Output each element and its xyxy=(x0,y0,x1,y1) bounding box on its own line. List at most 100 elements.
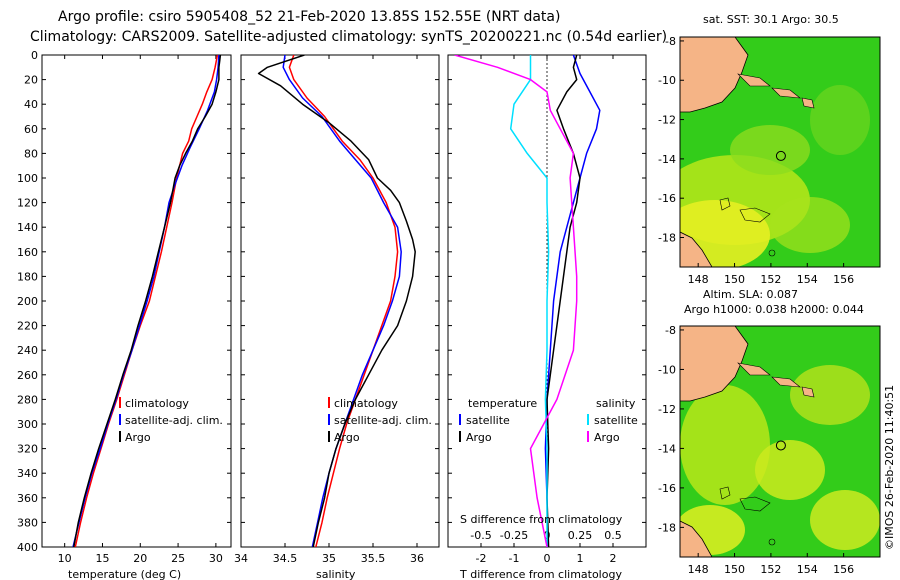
depth-tick-label: 100 xyxy=(17,172,38,185)
reef-outline xyxy=(768,538,776,546)
depth-tick-label: 220 xyxy=(17,320,38,333)
lat-tick-label: -10 xyxy=(658,363,676,376)
sst-lat-ticks: -8 -10 -12 -14 -16 -18 xyxy=(658,35,684,245)
sst-map-frame xyxy=(679,36,881,268)
land-island xyxy=(801,97,815,109)
salinity-plot-frame xyxy=(240,54,440,548)
legend-salinity-heading: salinity xyxy=(596,397,636,410)
legend-label-temp-argo: Argo xyxy=(466,431,492,444)
sst-warm-patch xyxy=(680,200,770,267)
series-line-salinity-argo xyxy=(454,55,578,547)
difference-series xyxy=(454,55,601,547)
x-tick-label: 34 xyxy=(234,552,248,565)
depth-tick-label: 320 xyxy=(17,443,38,456)
lon-tick-label: 152 xyxy=(760,273,781,286)
lat-tick-label: -12 xyxy=(658,403,676,416)
argo-position-marker xyxy=(775,150,786,161)
salinity-legend: climatology satellite-adj. clim. Argo xyxy=(328,397,432,444)
lon-tick-label: 148 xyxy=(688,273,709,286)
legend-label-argo: Argo xyxy=(125,431,151,444)
sla-map-title-1: Altim. SLA: 0.087 xyxy=(703,288,798,301)
temperature-legend: climatology satellite-adj. clim. Argo xyxy=(119,397,223,444)
depth-tick-label: 280 xyxy=(17,393,38,406)
legend-label-sal-satellite: satellite xyxy=(594,414,638,427)
sst-map-title: sat. SST: 30.1 Argo: 30.5 xyxy=(703,13,839,26)
salinity-x-label: salinity xyxy=(316,568,356,580)
sst-map-panel: sat. SST: 30.1 Argo: 30.5 148 150 152 154 15… xyxy=(658,13,881,286)
land-island xyxy=(771,87,801,99)
x-tick-label: 34.5 xyxy=(273,552,298,565)
lat-tick-label: -18 xyxy=(658,521,676,534)
lon-tick-label: 152 xyxy=(760,563,781,576)
x-tick-label: 10 xyxy=(58,552,72,565)
lat-tick-label: -8 xyxy=(665,35,676,48)
lat-tick-label: -8 xyxy=(665,324,676,337)
depth-tick-label: 400 xyxy=(17,541,38,554)
land-papua xyxy=(680,326,749,402)
lon-tick-label: 156 xyxy=(833,273,854,286)
land-island xyxy=(801,386,815,398)
x-tick-label: 36 xyxy=(410,552,424,565)
sla-high-patch xyxy=(790,365,870,425)
series-line-climatology xyxy=(288,55,399,547)
sla-map-panel: Altim. SLA: 0.087 Argo h1000: 0.038 h200… xyxy=(658,288,881,576)
depth-tick-label: 200 xyxy=(17,295,38,308)
lon-tick-label: 156 xyxy=(833,563,854,576)
sst-warm-patch xyxy=(810,85,870,155)
salinity-panel: 34 34.5 35 35.5 36 salinity climatology sate… xyxy=(234,54,440,580)
depth-tick-label: 360 xyxy=(17,492,38,505)
s-tick-label: -0.25 xyxy=(500,529,528,542)
temperature-plot-frame xyxy=(41,54,232,548)
s-tick-label: 0.5 xyxy=(604,529,622,542)
legend-label-climatology: climatology xyxy=(334,397,398,410)
temperature-x-ticks: 10 15 20 25 30 xyxy=(58,55,223,565)
land-australia xyxy=(680,520,713,557)
depth-tick-label: 160 xyxy=(17,246,38,259)
difference-s-ticks: -0.5 -0.25 0 0.25 0.5 xyxy=(470,529,621,542)
legend-label-satellite-adj: satellite-adj. clim. xyxy=(334,414,432,427)
s-tick-label: -0.5 xyxy=(470,529,491,542)
lon-tick-label: 148 xyxy=(688,563,709,576)
land-australia xyxy=(680,231,713,267)
depth-tick-label: 240 xyxy=(17,344,38,357)
s-difference-label: S difference from climatology xyxy=(460,513,623,526)
legend-label-climatology: climatology xyxy=(125,397,189,410)
sla-map-frame xyxy=(679,325,881,558)
salinity-x-ticks: 34 34.5 35 35.5 36 xyxy=(234,55,424,565)
lon-tick-label: 150 xyxy=(724,563,745,576)
lon-tick-label: 154 xyxy=(797,273,818,286)
x-tick-label: 1 xyxy=(577,552,584,565)
depth-tick-label: 340 xyxy=(17,467,38,480)
series-line-argo xyxy=(73,55,222,547)
series-line-salinity-satellite xyxy=(509,55,550,547)
imos-timestamp: ©IMOS 26-Feb-2020 11:40:51 xyxy=(883,385,896,550)
header-line-2: Climatology: CARS2009. Satellite-adjuste… xyxy=(30,29,667,45)
sla-map-title-2: Argo h1000: 0.038 h2000: 0.044 xyxy=(684,303,864,316)
argo-position-marker xyxy=(775,440,786,451)
sla-lat-ticks: -8 -10 -12 -14 -16 -18 xyxy=(658,324,684,534)
depth-tick-label: 60 xyxy=(24,123,38,136)
depth-tick-label: 80 xyxy=(24,147,38,160)
lon-tick-label: 150 xyxy=(724,273,745,286)
sla-lon-ticks: 148 150 152 154 156 xyxy=(688,553,854,576)
lat-tick-label: -16 xyxy=(658,482,676,495)
sst-warm-patch xyxy=(770,197,850,253)
lat-tick-label: -14 xyxy=(658,153,676,166)
reef-outline xyxy=(719,197,731,211)
reef-outline xyxy=(719,486,731,500)
lat-tick-label: -12 xyxy=(658,114,676,127)
salinity-series xyxy=(257,55,416,547)
legend-label-satellite-adj: satellite-adj. clim. xyxy=(125,414,223,427)
depth-tick-label: 300 xyxy=(17,418,38,431)
legend-label-argo: Argo xyxy=(334,431,360,444)
x-tick-label: 0 xyxy=(544,552,551,565)
land-island xyxy=(737,362,771,376)
lon-tick-label: 154 xyxy=(797,563,818,576)
s-tick-label: 0.25 xyxy=(568,529,593,542)
legend-label-sal-argo: Argo xyxy=(594,431,620,444)
x-tick-label: 15 xyxy=(95,552,109,565)
x-tick-label: -2 xyxy=(476,552,487,565)
depth-tick-label: 140 xyxy=(17,221,38,234)
x-tick-label: 30 xyxy=(209,552,223,565)
